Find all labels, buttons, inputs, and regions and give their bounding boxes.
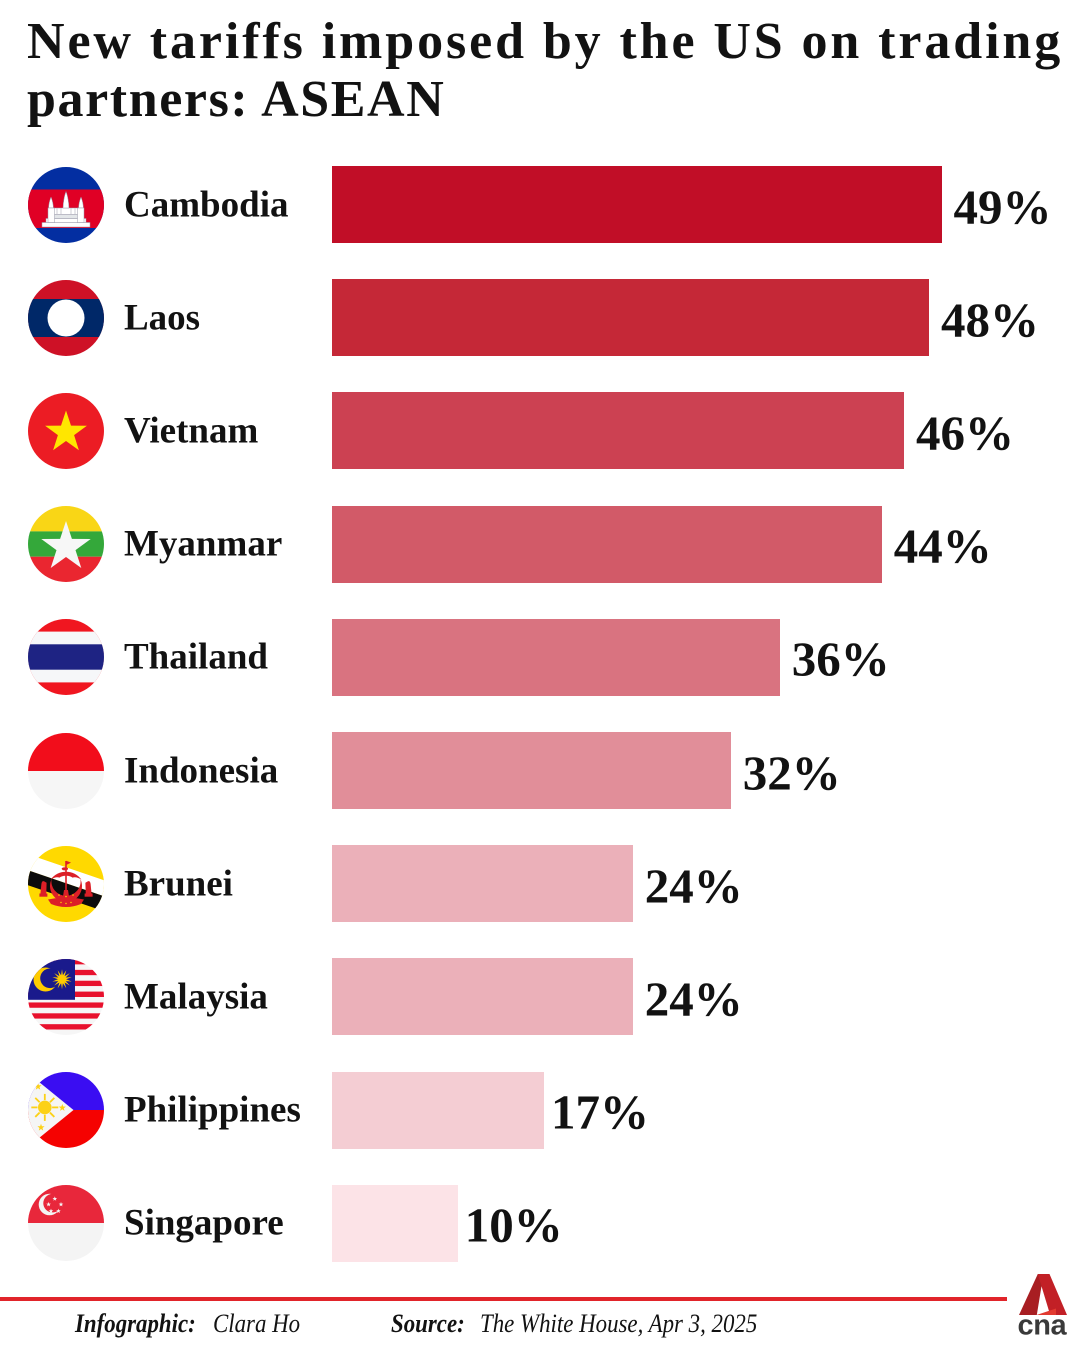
svg-text:cna: cna [1018, 1310, 1068, 1339]
